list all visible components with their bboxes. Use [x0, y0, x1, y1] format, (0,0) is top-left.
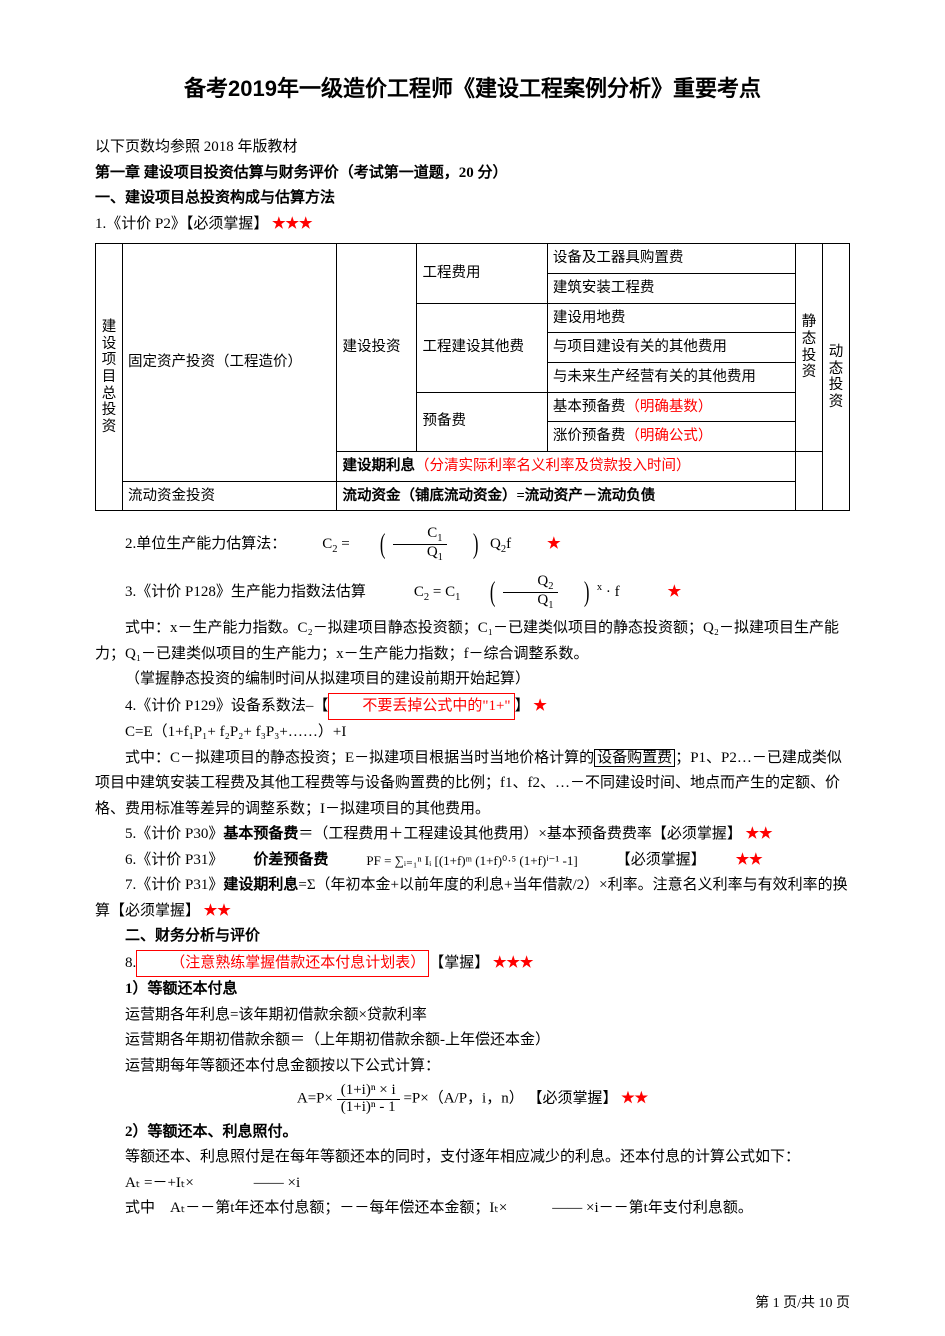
chapter-heading: 第一章 建设项目投资估算与财务评价（考试第一道题，20 分）: [95, 161, 850, 187]
t-c4a: 工程费用: [417, 244, 547, 303]
t-c5-1: 设备及工器具购置费: [547, 244, 795, 274]
item-4-c: 】: [515, 698, 530, 714]
t-c3c: 流动资金（铺底流动资金）=流动资产－流动负债: [337, 481, 796, 511]
t-c5-7: 涨价预备费（明确公式）: [547, 422, 795, 452]
star-icon: ★: [638, 580, 681, 606]
star-icon: ★★: [706, 848, 763, 874]
item-6-a: 6.《计价 P31》: [95, 848, 223, 874]
formula-3: C2 = C1 (Q2Q1)x · f: [384, 569, 620, 617]
f19-num: (1+i)ⁿ × i: [337, 1083, 400, 1100]
t-c5-7b: （明确公式）: [625, 428, 712, 444]
star-icon: ★★★: [493, 955, 533, 971]
f19a: A=P×: [297, 1091, 333, 1107]
investment-composition-table: 建设项目总投资 固定资产投资（工程造价） 建设投资 工程费用 设备及工器具购置费…: [95, 243, 850, 511]
item-6-b: 价差预备费: [223, 848, 328, 874]
t-c2b: 流动资金投资: [123, 481, 337, 511]
item-5-c: ＝（工程费用＋工程建设其他费用）×基本预备费费率【必须掌握】: [298, 826, 741, 842]
formula-annuity: A=P× (1+i)ⁿ × i(1+i)ⁿ - 1 =P×（A/P，i，n） 【…: [95, 1083, 850, 1116]
item-8-line: 8.（注意熟练掌握借款还本付息计划表）【掌握】 ★★★: [95, 950, 850, 978]
star-icon: ★★: [204, 903, 231, 919]
sub-1-heading: 1）等额还本付息: [95, 977, 850, 1003]
item-4-line: 4.《计价 P129》设备系数法–【不要丢掉公式中的"1+"】 ★: [95, 693, 850, 721]
t-c3b-text: 建设期利息: [342, 458, 415, 474]
section-2-heading: 二、财务分析与评价: [95, 924, 850, 950]
star-icon: ★: [517, 532, 560, 558]
t-c4b: 工程建设其他费: [417, 303, 547, 392]
t-c5-6b: （明确基数）: [625, 399, 712, 415]
item-4-desc: 式中：C－拟建项目的静态投资；E－拟建项目根据当时当地价格计算的设备购置费；P1…: [95, 746, 850, 823]
sub-2-p1: 等额还本、利息照付是在每年等额还本的同时，支付逐年相应减少的利息。还本付息的计算…: [95, 1145, 850, 1171]
item-7-line: 7.《计价 P31》建设期利息=Σ（年初本金+以前年度的利息+当年借款/2）×利…: [95, 873, 850, 924]
item-1-text: 1.《计价 P2》【必须掌握】: [95, 216, 268, 232]
item-4-desc-a: 式中：C－拟建项目的静态投资；E－拟建项目根据当时当地价格计算的: [125, 750, 594, 766]
t-c3b: 建设期利息（分清实际利率名义利率及贷款投入时间）: [337, 451, 796, 481]
t-c6a: 静态投资: [796, 244, 823, 451]
star-icon: ★★: [746, 826, 773, 842]
sub-2-formula: Aₜ =－+Iₜ× —— ×i: [95, 1171, 850, 1197]
item-8-a: 8.: [125, 955, 136, 971]
t-c5-2: 建筑安装工程费: [547, 274, 795, 304]
sub-2-heading: 2）等额还本、利息照付。: [95, 1120, 850, 1146]
f19-den: (1+i)ⁿ - 1: [337, 1100, 400, 1116]
item-4-formula: C=E（1+f₁P₁+ f₂P₂+ f₃P₃+……）+I: [95, 720, 850, 746]
item-6-line: 6.《计价 P31》价差预备费 PF = ∑ᵢ₌₁ⁿ Iᵢ [(1+f)ᵐ (1…: [95, 848, 850, 874]
item-2-text: 2.单位生产能力估算法：: [95, 532, 286, 558]
item-5-line: 5.《计价 P30》基本预备费＝（工程费用＋工程建设其他费用）×基本预备费费率【…: [95, 822, 850, 848]
item-7-b: 建设期利息: [223, 877, 298, 893]
section-1-heading: 一、建设项目总投资构成与估算方法: [95, 186, 850, 212]
item-4-box: 不要丢掉公式中的"1+": [328, 693, 514, 721]
t-c5-6a: 基本预备费: [553, 399, 626, 415]
t-c3a: 建设投资: [337, 244, 417, 451]
formula-6: PF = ∑ᵢ₌₁ⁿ Iᵢ [(1+f)ᵐ (1+f)⁰·⁵ (1+f)ⁱ⁻¹ …: [336, 850, 577, 872]
item-3-text: 3.《计价 P128》生产能力指数法估算: [95, 580, 366, 606]
item-8-c: 【掌握】: [429, 955, 489, 971]
star-icon: ★★: [621, 1091, 648, 1107]
t-c3b-note: （分清实际利率名义利率及贷款投入时间）: [415, 458, 691, 474]
item-4-a: 4.《计价 P129》设备系数法–【: [125, 698, 328, 714]
t-c5-5: 与未来生产经营有关的其他费用: [547, 362, 795, 392]
item-2-line: 2.单位生产能力估算法： C2 = (C1Q1) Q2f ★: [95, 521, 850, 569]
t-c1: 建设项目总投资: [96, 244, 123, 511]
sub-2-desc: 式中 Aₜ－－第t年还本付息额；－－每年偿还本金额；Iₜ× —— ×i－－第t年…: [95, 1196, 850, 1222]
item-3-note: （掌握静态投资的编制时间从拟建项目的建设前期开始起算）: [95, 667, 850, 693]
item-6-c: 【必须掌握】: [586, 848, 706, 874]
intro-note: 以下页数均参照 2018 年版教材: [95, 135, 850, 161]
sub-1-p2: 运营期各年期初借款余额＝（上年期初借款余额-上年偿还本金）: [95, 1028, 850, 1054]
sub-1-p1: 运营期各年利息=该年期初借款余额×贷款利率: [95, 1003, 850, 1029]
item-8-box: （注意熟练掌握借款还本付息计划表）: [136, 950, 429, 978]
t-c5-4: 与项目建设有关的其他费用: [547, 333, 795, 363]
page: 备考2019年一级造价工程师《建设工程案例分析》重要考点 以下页数均参照 201…: [0, 0, 945, 1336]
sub-1-p3: 运营期每年等额还本付息金额按以下公式计算：: [95, 1054, 850, 1080]
page-footer: 第 1 页/共 10 页: [755, 1292, 850, 1316]
t-c5-3: 建设用地费: [547, 303, 795, 333]
item-4-desc-box: 设备购置费: [594, 749, 675, 767]
item-3-line: 3.《计价 P128》生产能力指数法估算 C2 = C1 (Q2Q1)x · f…: [95, 569, 850, 617]
item-3-desc: 式中：x－生产能力指数。C₂－拟建项目静态投资额；C₁－已建类似项目的静态投资额…: [95, 616, 850, 667]
t-blank: [796, 451, 823, 510]
f19b: =P×（A/P，i，n） 【必须掌握】: [403, 1091, 617, 1107]
item-5-b: 基本预备费: [223, 826, 298, 842]
formula-2: C2 = (C1Q1) Q2f: [292, 521, 511, 569]
t-c2a: 固定资产投资（工程造价）: [123, 244, 337, 481]
item-5-a: 5.《计价 P30》: [125, 826, 223, 842]
item-7-a: 7.《计价 P31》: [125, 877, 223, 893]
star-icon: ★★★: [272, 216, 312, 232]
item-1: 1.《计价 P2》【必须掌握】 ★★★: [95, 212, 850, 238]
page-title: 备考2019年一级造价工程师《建设工程案例分析》重要考点: [95, 70, 850, 107]
t-c5-7a: 涨价预备费: [553, 428, 626, 444]
t-c5-6: 基本预备费（明确基数）: [547, 392, 795, 422]
t-c6b: 动态投资: [823, 244, 850, 511]
t-c4c: 预备费: [417, 392, 547, 451]
star-icon: ★: [533, 698, 546, 714]
